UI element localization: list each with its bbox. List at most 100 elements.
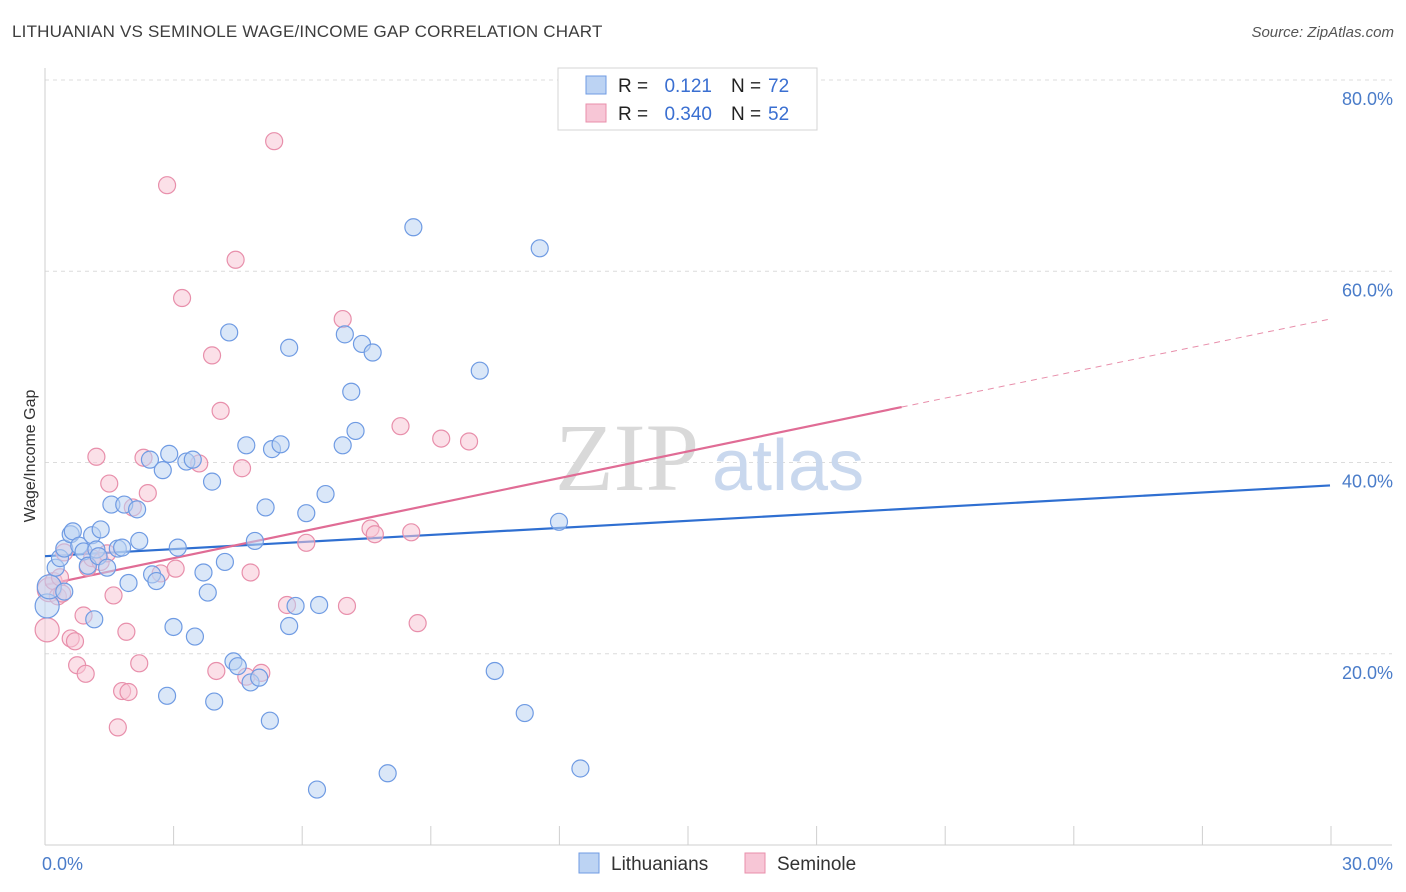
legend-r-value: 0.121 (664, 76, 712, 97)
bottom-legend-swatch (744, 852, 766, 874)
point-lithuanians (198, 583, 217, 602)
source-credit: Source: ZipAtlas.com (1251, 24, 1394, 41)
point-seminole (207, 661, 226, 681)
point-seminole (34, 617, 60, 643)
point-seminole (138, 484, 157, 503)
y-tick-label: 60.0% (1342, 280, 1393, 300)
point-lithuanians (271, 435, 290, 454)
point-lithuanians (571, 759, 590, 778)
trend-lines (44, 318, 1331, 586)
point-lithuanians (256, 498, 275, 517)
point-lithuanians (530, 239, 549, 258)
legend-r-label: R = (618, 76, 648, 97)
point-lithuanians (98, 558, 117, 577)
point-lithuanians (404, 218, 423, 237)
point-seminole (226, 250, 245, 269)
point-lithuanians (119, 573, 138, 593)
point-seminole (172, 288, 192, 308)
point-seminole (130, 654, 149, 673)
legend-swatch (585, 103, 607, 123)
y-tick-label: 20.0% (1342, 663, 1393, 683)
point-lithuanians (286, 596, 305, 616)
point-seminole (402, 523, 421, 542)
point-lithuanians (335, 325, 354, 344)
point-seminole (76, 664, 95, 683)
point-lithuanians (153, 461, 172, 480)
point-lithuanians (202, 472, 222, 491)
legend-n-value: 72 (768, 76, 789, 97)
point-lithuanians (245, 531, 264, 551)
point-seminole (391, 417, 410, 436)
legend-r-value: 0.340 (664, 104, 712, 125)
watermark-zip: ZIP (555, 404, 699, 511)
point-lithuanians (228, 657, 247, 676)
point-seminole (119, 682, 138, 702)
point-seminole (117, 622, 136, 641)
point-lithuanians (183, 450, 202, 469)
watermark-atlas: atlas (712, 426, 864, 506)
point-seminole (202, 346, 222, 365)
point-seminole (241, 563, 260, 582)
point-seminole (100, 474, 119, 493)
point-lithuanians (378, 764, 397, 783)
point-seminole (108, 718, 127, 737)
point-lithuanians (485, 661, 504, 681)
point-lithuanians (220, 323, 239, 342)
point-lithuanians (91, 520, 110, 539)
y-tick-label: 80.0% (1342, 89, 1393, 109)
point-seminole (432, 429, 451, 448)
point-seminole (65, 632, 85, 651)
y-axis-title: Wage/Income Gap (22, 390, 39, 523)
legend-n-value: 52 (768, 104, 789, 125)
point-seminole (337, 596, 357, 616)
point-lithuanians (185, 627, 205, 646)
point-lithuanians (342, 382, 361, 401)
point-lithuanians (260, 711, 279, 730)
series-legend: Lithuanians Seminole (578, 852, 856, 875)
point-lithuanians (194, 563, 213, 582)
legend-swatch (585, 75, 607, 95)
point-lithuanians (237, 436, 256, 455)
point-seminole (265, 132, 284, 151)
point-lithuanians (333, 436, 352, 455)
data-points (34, 132, 590, 799)
point-lithuanians (346, 421, 365, 441)
point-seminole (459, 432, 479, 451)
point-seminole (211, 401, 230, 420)
point-lithuanians (157, 686, 177, 705)
point-lithuanians (55, 582, 74, 601)
trend-line-seminole (44, 405, 902, 586)
point-seminole (232, 459, 252, 478)
point-seminole (333, 309, 352, 329)
gridlines: 20.0% 40.0% 60.0% 80.0% (45, 79, 1393, 683)
x-tick-label: 30.0% (1342, 854, 1393, 874)
chart-title: LITHUANIAN VS SEMINOLE WAGE/INCOME GAP C… (12, 22, 603, 41)
legend-n-label: N = (731, 76, 761, 97)
point-lithuanians (310, 595, 329, 615)
bottom-legend-swatch (578, 852, 600, 874)
point-lithuanians (160, 444, 179, 463)
point-lithuanians (280, 338, 299, 357)
point-lithuanians (515, 703, 534, 723)
point-seminole (104, 586, 123, 605)
point-lithuanians (140, 450, 160, 469)
watermark: ZIP atlas (555, 404, 864, 511)
y-tick-label: 40.0% (1342, 472, 1393, 492)
point-lithuanians (250, 668, 269, 687)
point-seminole (157, 176, 177, 195)
point-lithuanians (316, 484, 335, 504)
point-lithuanians (297, 504, 316, 523)
point-lithuanians (549, 512, 569, 531)
bottom-legend-label: Seminole (777, 854, 856, 875)
point-seminole (297, 533, 316, 552)
point-seminole (408, 614, 427, 633)
point-lithuanians (85, 610, 104, 629)
trend-line-seminole-extension (901, 318, 1331, 408)
legend-r-label: R = (618, 104, 648, 125)
point-seminole (166, 559, 185, 578)
point-seminole (365, 525, 384, 544)
point-lithuanians (307, 780, 327, 799)
point-lithuanians (215, 552, 234, 572)
correlation-legend: R = 0.121 N = 72 R = 0.340 N = 52 (557, 67, 818, 131)
